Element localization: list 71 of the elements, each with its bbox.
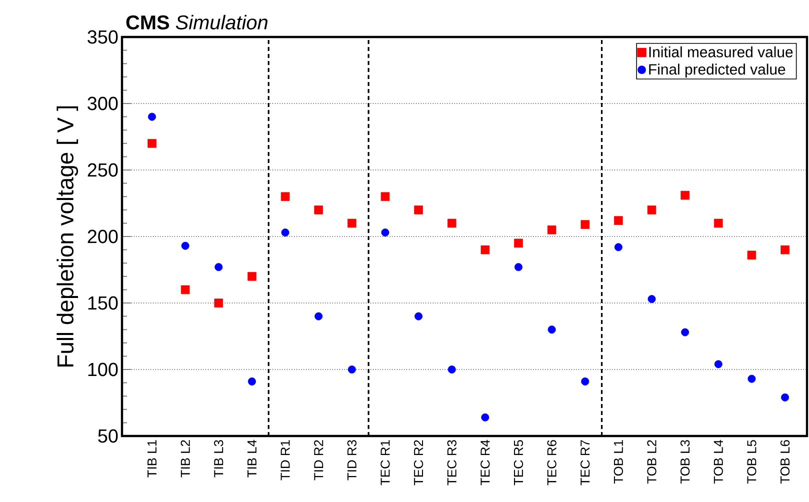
point xyxy=(547,225,556,234)
point xyxy=(514,238,523,248)
y-tick-label: 100 xyxy=(88,362,118,376)
chart-title: CMS Simulation xyxy=(126,14,268,30)
y-tick-label: 250 xyxy=(88,163,118,177)
point xyxy=(314,206,323,214)
x-tick-label: TOB L3 xyxy=(680,440,690,484)
y-tick-label: 150 xyxy=(88,296,118,310)
point xyxy=(214,298,224,308)
x-tick-label: TEC R5 xyxy=(514,440,524,486)
point xyxy=(614,243,622,252)
x-tick-label: TIB L1 xyxy=(148,440,156,478)
y-axis-title: Full depletion voltage [ V ] xyxy=(56,106,78,366)
point xyxy=(414,206,423,214)
point xyxy=(348,366,356,374)
x-tick-label: TOB L6 xyxy=(780,440,790,484)
point xyxy=(180,285,190,294)
point xyxy=(614,216,623,225)
point xyxy=(148,112,156,121)
point xyxy=(314,312,323,320)
x-tick-label: TOB L4 xyxy=(714,440,723,484)
point xyxy=(647,206,656,214)
point xyxy=(447,218,456,228)
point xyxy=(648,295,656,304)
point xyxy=(381,228,390,237)
x-tick-label: TOB L5 xyxy=(747,440,756,484)
point xyxy=(481,413,490,422)
point xyxy=(681,328,690,336)
point xyxy=(480,245,490,254)
x-tick-label: TIB L4 xyxy=(247,440,256,478)
point xyxy=(347,218,356,228)
point xyxy=(281,228,290,237)
point xyxy=(181,242,190,250)
point xyxy=(448,366,456,374)
y-tick-label: 300 xyxy=(88,96,118,110)
point xyxy=(714,360,722,368)
point xyxy=(280,192,290,201)
point xyxy=(248,377,256,386)
x-tick-label: TEC R6 xyxy=(547,440,556,486)
point xyxy=(214,263,223,272)
point xyxy=(514,263,522,272)
point xyxy=(414,312,423,320)
point xyxy=(580,220,590,229)
point xyxy=(748,374,756,383)
y-tick-label: 50 xyxy=(98,429,118,443)
x-tick-label: TEC R7 xyxy=(580,440,590,486)
point xyxy=(248,272,256,281)
y-tick-label: 350 xyxy=(88,30,118,44)
point xyxy=(581,377,590,386)
x-tick-label: TOB L2 xyxy=(647,440,656,484)
point xyxy=(747,250,756,260)
point xyxy=(680,190,690,200)
point xyxy=(714,218,723,228)
legend-label: Initial measured value xyxy=(649,46,793,58)
point xyxy=(148,139,156,148)
x-tick-label: TEC R1 xyxy=(380,440,390,486)
y-tick-label: 200 xyxy=(88,230,118,244)
x-tick-label: TID R1 xyxy=(280,440,290,480)
x-tick-label: TID R3 xyxy=(347,440,356,480)
x-tick-label: TOB L1 xyxy=(614,440,624,484)
x-tick-label: TEC R2 xyxy=(414,440,424,486)
point xyxy=(781,393,790,402)
legend-label: Final predicted value xyxy=(649,64,786,78)
x-tick-label: TEC R3 xyxy=(447,440,456,486)
point xyxy=(380,192,390,201)
x-tick-label: TIB L2 xyxy=(180,440,190,478)
x-tick-label: TIB L3 xyxy=(214,440,224,478)
x-tick-label: TEC R4 xyxy=(480,440,490,486)
point xyxy=(548,326,556,334)
x-tick-label: TID R2 xyxy=(314,440,324,480)
point xyxy=(780,245,790,254)
